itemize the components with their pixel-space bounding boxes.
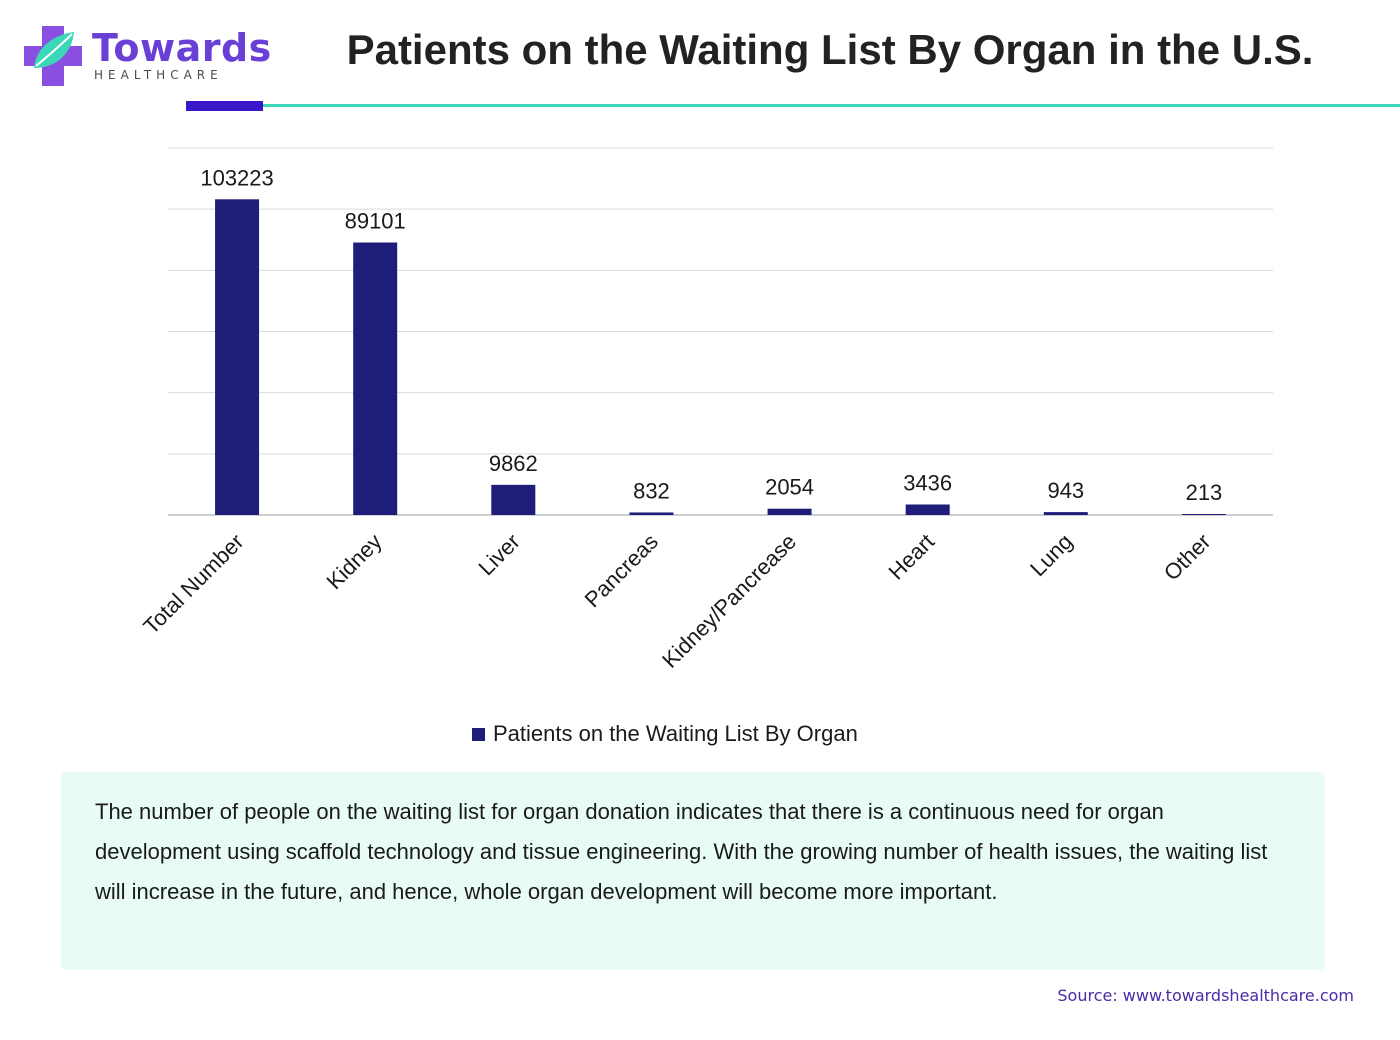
bar-chart: 103223 Total Number 89101 Kidney 9862 Liver 83… xyxy=(138,147,1273,673)
bar xyxy=(215,199,260,515)
bar xyxy=(353,242,398,515)
insight-box: The number of people on the waiting list… xyxy=(61,772,1325,970)
data-label: 2054 xyxy=(765,475,814,500)
category-tick-label: Pancreas xyxy=(580,529,663,612)
bar xyxy=(767,508,812,515)
bar xyxy=(905,504,950,515)
data-label: 9862 xyxy=(489,451,538,476)
data-label: 832 xyxy=(633,478,670,503)
category-tick-label: Lung xyxy=(1025,529,1077,581)
category-tick-label: Total Number xyxy=(138,529,248,639)
data-label: 3436 xyxy=(903,470,952,495)
category-tick-label: Kidney xyxy=(321,529,386,594)
bar xyxy=(491,484,536,515)
data-label: 103223 xyxy=(200,165,273,190)
bar xyxy=(629,512,674,515)
category-tick-label: Kidney/Pancrease xyxy=(657,529,801,673)
brand-subtitle: HEALTHCARE xyxy=(94,68,223,82)
bar xyxy=(1181,514,1226,515)
brand-name: Towards xyxy=(92,26,272,70)
title-underline-accent xyxy=(186,101,263,111)
legend-label: Patients on the Waiting List By Organ xyxy=(493,721,858,746)
data-label: 943 xyxy=(1047,478,1084,503)
data-label: 89101 xyxy=(345,208,406,233)
data-label: 213 xyxy=(1186,480,1223,505)
insight-text: The number of people on the waiting list… xyxy=(95,799,1268,904)
title-underline xyxy=(263,104,1400,107)
legend-swatch xyxy=(472,727,485,741)
cross-leaf-icon xyxy=(24,26,82,86)
category-tick-label: Other xyxy=(1159,529,1216,586)
page-title: Patients on the Waiting List By Organ in… xyxy=(346,26,1314,73)
source-credit: Source: www.towardshealthcare.com xyxy=(1057,986,1354,1005)
bar xyxy=(1043,512,1088,515)
category-tick-label: Liver xyxy=(473,529,524,580)
chart-legend: Patients on the Waiting List By Organ xyxy=(472,720,858,748)
category-tick-label: Heart xyxy=(884,529,940,585)
brand-logo: Towards HEALTHCARE xyxy=(22,24,271,88)
